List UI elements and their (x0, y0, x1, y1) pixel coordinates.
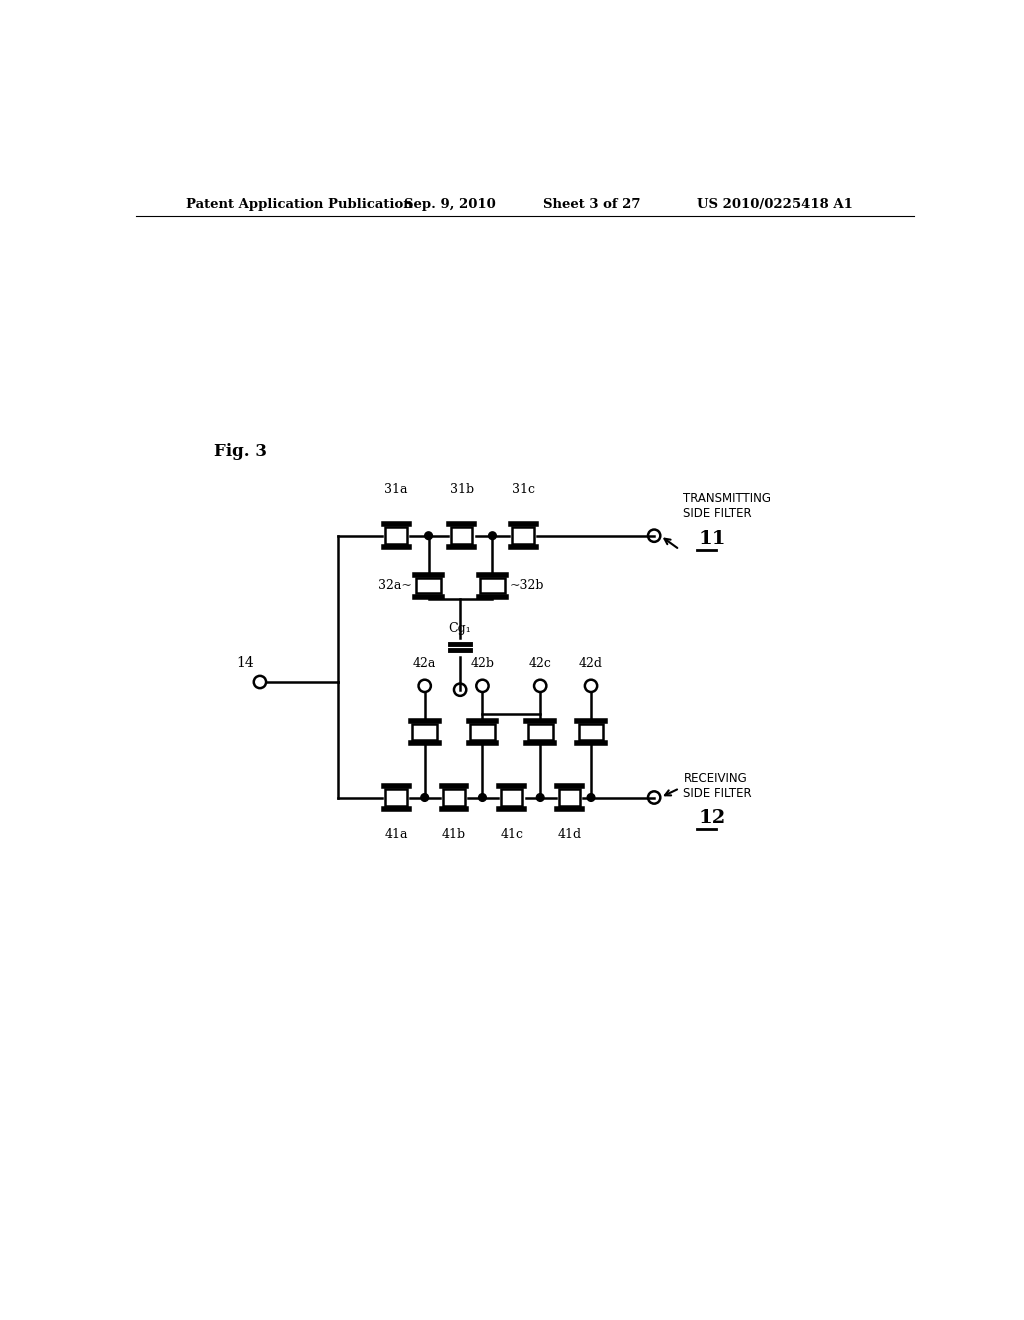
Text: 42b: 42b (470, 657, 495, 671)
Text: 32a~: 32a~ (378, 579, 412, 593)
Text: 41c: 41c (500, 829, 523, 841)
Text: US 2010/0225418 A1: US 2010/0225418 A1 (696, 198, 852, 211)
Text: 12: 12 (698, 809, 726, 828)
Bar (512, 527, 535, 544)
Bar (528, 725, 553, 739)
Text: 41a: 41a (384, 829, 408, 841)
Text: TRANSMITTING
SIDE FILTER: TRANSMITTING SIDE FILTER (683, 492, 771, 520)
Bar (413, 725, 437, 739)
Bar (559, 789, 581, 807)
Text: Sep. 9, 2010: Sep. 9, 2010 (403, 198, 496, 211)
Bar (470, 725, 495, 739)
Bar (579, 725, 603, 739)
Text: ~32b: ~32b (509, 579, 544, 593)
Text: Cg₁: Cg₁ (447, 622, 471, 635)
Circle shape (587, 793, 595, 801)
Bar (451, 527, 472, 544)
Circle shape (478, 793, 486, 801)
Text: 42c: 42c (528, 657, 552, 671)
Text: 31b: 31b (450, 483, 474, 496)
Circle shape (425, 532, 432, 540)
Text: 14: 14 (236, 656, 254, 669)
Circle shape (537, 793, 544, 801)
Text: 41d: 41d (557, 829, 582, 841)
Text: 42a: 42a (413, 657, 436, 671)
Text: RECEIVING
SIDE FILTER: RECEIVING SIDE FILTER (683, 772, 752, 800)
Circle shape (488, 532, 497, 540)
Text: Patent Application Publication: Patent Application Publication (186, 198, 413, 211)
Text: 31c: 31c (512, 483, 535, 496)
Text: 41b: 41b (442, 829, 466, 841)
Bar (416, 578, 441, 594)
Bar (443, 789, 465, 807)
Text: 11: 11 (698, 529, 726, 548)
Text: Fig. 3: Fig. 3 (214, 444, 266, 461)
Bar (480, 578, 505, 594)
Text: 31a: 31a (384, 483, 408, 496)
Circle shape (421, 793, 429, 801)
Bar (385, 527, 407, 544)
Text: Sheet 3 of 27: Sheet 3 of 27 (543, 198, 640, 211)
Bar (385, 789, 407, 807)
Text: 42d: 42d (579, 657, 603, 671)
Bar (501, 789, 522, 807)
